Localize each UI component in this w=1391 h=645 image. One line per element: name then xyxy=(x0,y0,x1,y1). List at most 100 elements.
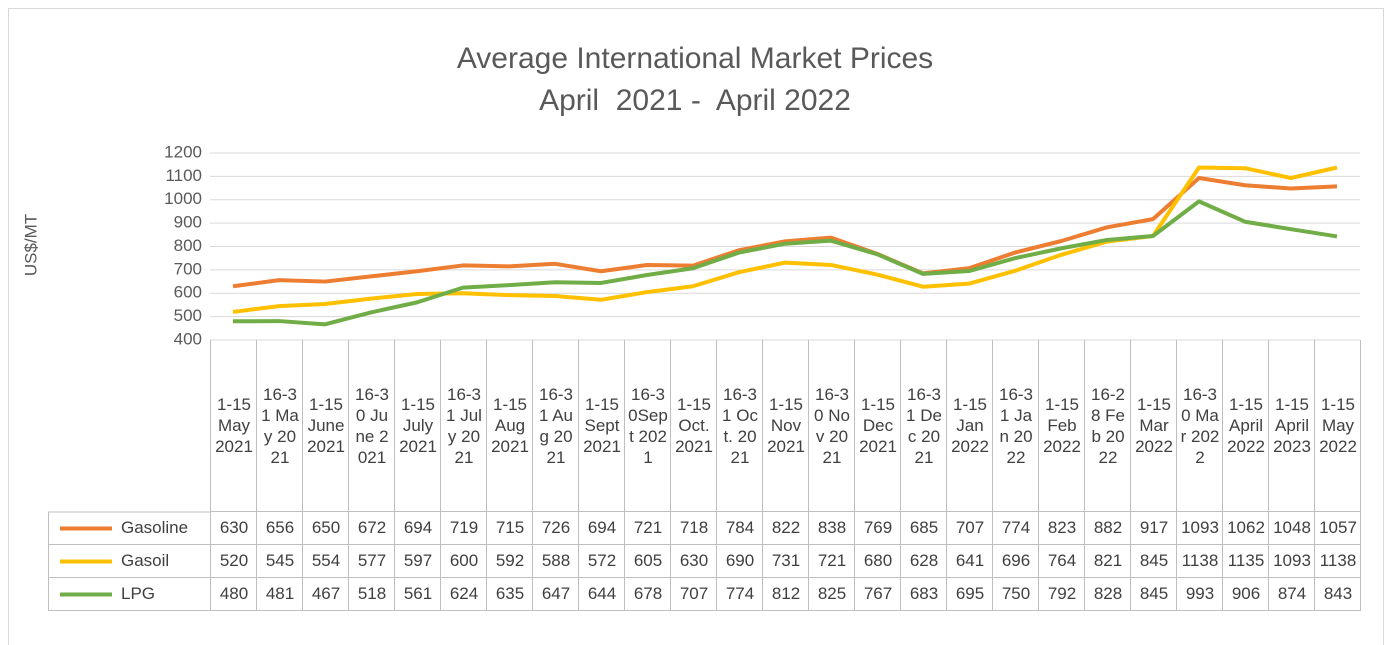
y-tick-label: 1100 xyxy=(165,166,202,185)
table-cell: 882 xyxy=(1084,512,1131,545)
table-cell: 694 xyxy=(578,512,625,545)
x-category-label: 1-15 June 2021 xyxy=(302,340,349,512)
table-cell: 518 xyxy=(348,578,395,611)
series-line xyxy=(232,199,1338,327)
table-cell: 1062 xyxy=(1222,512,1269,545)
y-tick-label: 900 xyxy=(174,213,202,232)
table-cell: 1135 xyxy=(1222,545,1269,578)
table-cell: 630 xyxy=(210,512,257,545)
table-cell: 812 xyxy=(762,578,809,611)
table-cell: 678 xyxy=(624,578,671,611)
table-cell: 467 xyxy=(302,578,349,611)
table-cell: 630 xyxy=(670,545,717,578)
table-cell: 715 xyxy=(486,512,533,545)
table-cell: 726 xyxy=(532,512,579,545)
table-cell: 769 xyxy=(854,512,901,545)
table-cell: 656 xyxy=(256,512,303,545)
table-cell: 1138 xyxy=(1314,545,1361,578)
y-tick-label: 800 xyxy=(174,236,202,255)
table-cell: 917 xyxy=(1130,512,1177,545)
table-cell: 577 xyxy=(348,545,395,578)
y-tick-label: 1200 xyxy=(164,142,202,161)
table-cell: 822 xyxy=(762,512,809,545)
x-category-label: 1-15 May 2022 xyxy=(1314,340,1361,512)
x-category-label: 1-15 Sept 2021 xyxy=(578,340,625,512)
x-category-label: 16-31 Dec 2021 xyxy=(900,340,947,512)
table-cell: 774 xyxy=(716,578,763,611)
x-category-label: 1-15 Jan 2022 xyxy=(946,340,993,512)
x-category-label: 16-30Sept 2021 xyxy=(624,340,671,512)
chart-title: Average International Market Prices xyxy=(457,42,933,75)
y-axis-label: US$/MT xyxy=(21,214,40,276)
y-tick-label: 600 xyxy=(174,283,202,302)
x-category-label: 1-15 July 2021 xyxy=(394,340,441,512)
table-cell: 1057 xyxy=(1314,512,1361,545)
x-category-label: 1-15 Mar 2022 xyxy=(1130,340,1177,512)
table-cell: 554 xyxy=(302,545,349,578)
table-cell: 784 xyxy=(716,512,763,545)
x-category-label: 16-31 July 2021 xyxy=(440,340,487,512)
chart-subtitle: April 2021 - April 2022 xyxy=(539,84,851,117)
table-cell: 690 xyxy=(716,545,763,578)
table-cell: 821 xyxy=(1084,545,1131,578)
table-cell: 650 xyxy=(302,512,349,545)
table-cell: 644 xyxy=(578,578,625,611)
table-cell: 696 xyxy=(992,545,1039,578)
legend-entry: LPG xyxy=(48,578,210,611)
table-cell: 545 xyxy=(256,545,303,578)
table-cell: 624 xyxy=(440,578,487,611)
table-cell: 1138 xyxy=(1176,545,1223,578)
table-cell: 597 xyxy=(394,545,441,578)
x-category-label: 1-15 May 2021 xyxy=(210,340,257,512)
table-cell: 635 xyxy=(486,578,533,611)
x-category-label: 16-31 Oct. 2021 xyxy=(716,340,763,512)
frame xyxy=(8,8,1384,645)
table-cell: 845 xyxy=(1130,545,1177,578)
x-category-label: 1-15 April 2023 xyxy=(1268,340,1315,512)
table-cell: 588 xyxy=(532,545,579,578)
table-cell: 721 xyxy=(808,545,855,578)
table-cell: 792 xyxy=(1038,578,1085,611)
table-cell: 825 xyxy=(808,578,855,611)
table-cell: 707 xyxy=(946,512,993,545)
table-cell: 718 xyxy=(670,512,717,545)
table-cell: 647 xyxy=(532,578,579,611)
table-cell: 683 xyxy=(900,578,947,611)
table-cell: 600 xyxy=(440,545,487,578)
table-cell: 561 xyxy=(394,578,441,611)
table-cell: 707 xyxy=(670,578,717,611)
x-category-label: 1-15 Oct. 2021 xyxy=(670,340,717,512)
x-category-label: 16-31 Jan 2022 xyxy=(992,340,1039,512)
x-category-label: 1-15 Dec 2021 xyxy=(854,340,901,512)
table-cell: 828 xyxy=(1084,578,1131,611)
x-category-label: 16-31 Aug 2021 xyxy=(532,340,579,512)
table-cell: 481 xyxy=(256,578,303,611)
table-cell: 695 xyxy=(946,578,993,611)
table-cell: 719 xyxy=(440,512,487,545)
x-category-label: 16-30 June 2021 xyxy=(348,340,395,512)
y-tick-label: 700 xyxy=(174,259,202,278)
table-cell: 641 xyxy=(946,545,993,578)
table-cell: 721 xyxy=(624,512,671,545)
table-cell: 672 xyxy=(348,512,395,545)
table-cell: 1093 xyxy=(1176,512,1223,545)
x-category-label: 16-28 Feb 2022 xyxy=(1084,340,1131,512)
table-cell: 628 xyxy=(900,545,947,578)
table-cell: 592 xyxy=(486,545,533,578)
table-cell: 838 xyxy=(808,512,855,545)
y-tick-label: 500 xyxy=(174,306,202,325)
table-cell: 843 xyxy=(1314,578,1361,611)
x-category-label: 16-30 Nov 2021 xyxy=(808,340,855,512)
table-cell: 906 xyxy=(1222,578,1269,611)
table-cell: 685 xyxy=(900,512,947,545)
legend-entry: Gasoil xyxy=(48,545,210,578)
table-cell: 767 xyxy=(854,578,901,611)
table-cell: 750 xyxy=(992,578,1039,611)
table-cell: 731 xyxy=(762,545,809,578)
table-cell: 1048 xyxy=(1268,512,1315,545)
table-cell: 774 xyxy=(992,512,1039,545)
table-cell: 694 xyxy=(394,512,441,545)
x-category-label: 1-15 Nov 2021 xyxy=(762,340,809,512)
